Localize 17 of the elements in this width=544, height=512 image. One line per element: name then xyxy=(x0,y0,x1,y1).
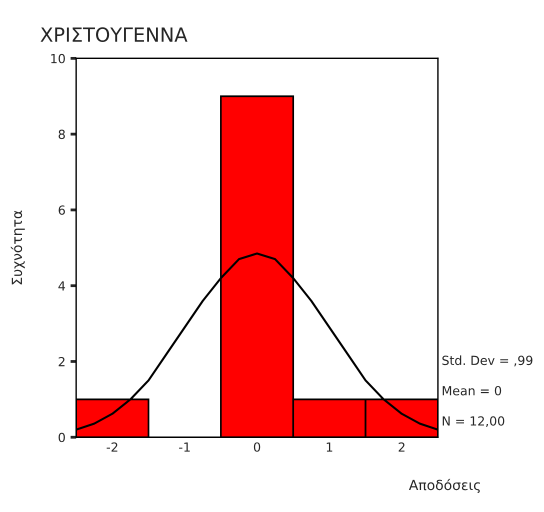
y-tick-label: 8 xyxy=(58,130,65,140)
text: Mean = 0 xyxy=(442,386,502,396)
x-tick-label: 2 xyxy=(398,442,404,452)
chart-title: ΧΡΙΣΤΟΥΓΕΝΝΑ xyxy=(40,27,188,42)
y-tick-label: 10 xyxy=(51,54,65,64)
text: Std. Dev = ,99 xyxy=(442,355,532,366)
y-tick-label: 6 xyxy=(58,205,65,215)
x-axis-title: Αποδόσεις xyxy=(408,478,480,493)
text: N = 12,00 xyxy=(442,416,504,427)
x-tick-label: 0 xyxy=(254,442,260,452)
y-tick-label: 0 xyxy=(58,432,65,442)
x-tick-label: -2 xyxy=(106,442,118,452)
x-tick-label: -1 xyxy=(179,442,190,452)
y-tick-label: 2 xyxy=(58,356,64,366)
y-axis-title: Συχνότητα xyxy=(10,210,25,284)
y-tick-label: 4 xyxy=(58,281,66,290)
x-tick-label: 1 xyxy=(326,442,332,452)
